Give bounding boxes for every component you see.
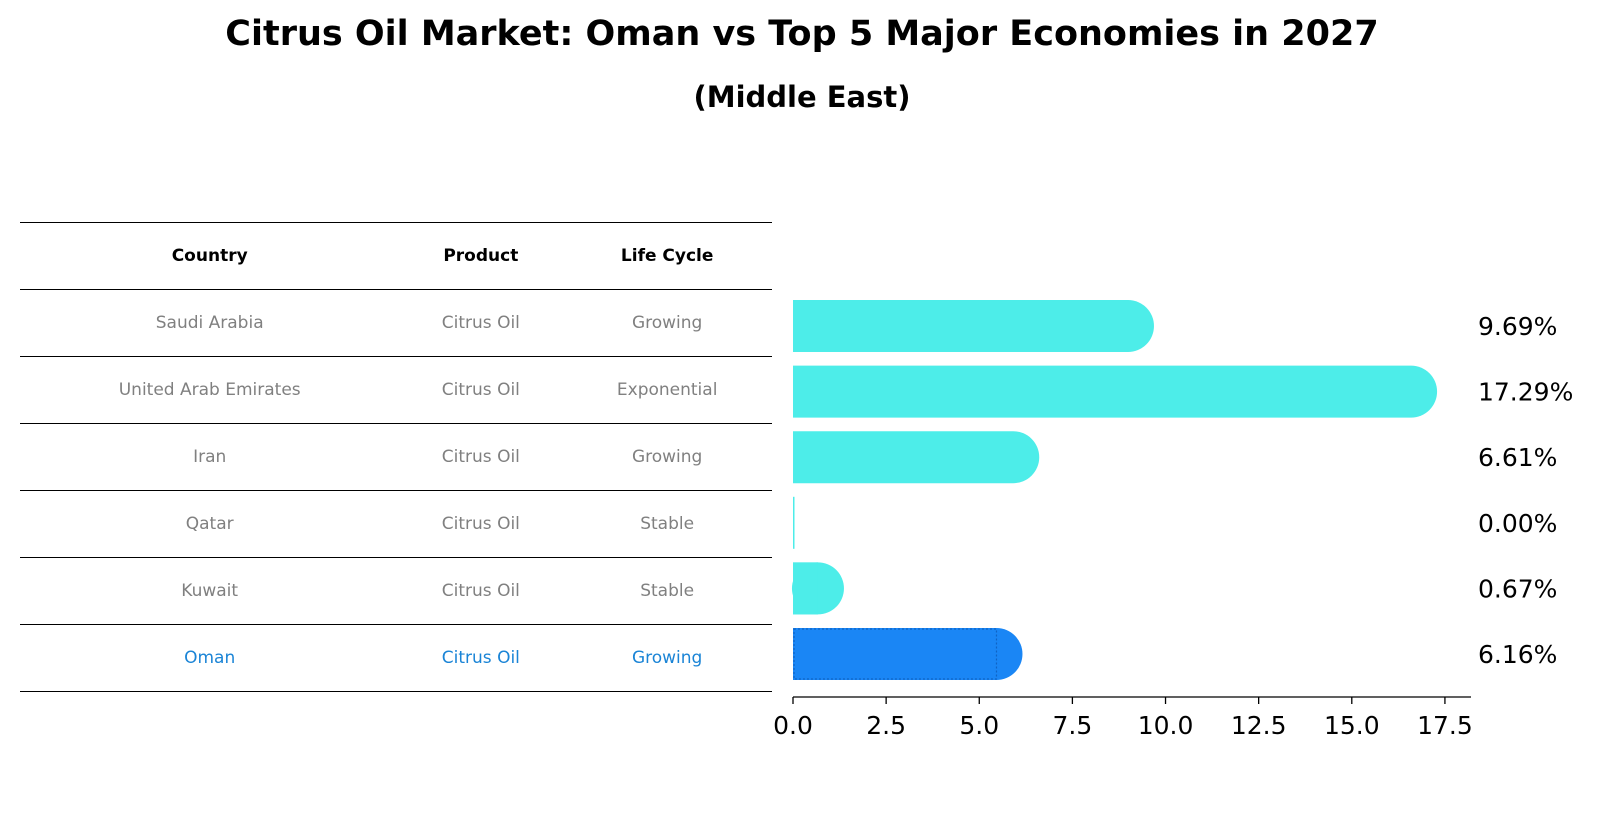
column-header-country: Country (20, 222, 400, 290)
table-cell-life-cycle: Growing (562, 289, 772, 357)
value-label: 0.67% (1478, 574, 1557, 603)
x-tick-label: 15.0 (1324, 711, 1380, 740)
table-cell-country: Saudi Arabia (20, 289, 400, 357)
table-row: Iran Citrus Oil Growing (20, 423, 772, 491)
bar-highlighted (793, 628, 1023, 680)
table-cell-life-cycle: Growing (562, 624, 772, 692)
value-label: 17.29% (1478, 378, 1573, 407)
table-cell-life-cycle: Stable (562, 490, 772, 558)
table-cell-country: United Arab Emirates (20, 356, 400, 424)
table-row: Qatar Citrus Oil Stable (20, 490, 772, 558)
column-header-product: Product (399, 222, 563, 290)
table-header-row: Country Product Life Cycle (20, 222, 772, 290)
table-cell-life-cycle: Stable (562, 557, 772, 625)
x-tick-label: 5.0 (959, 711, 999, 740)
bar (791, 562, 844, 615)
value-label: 0.00% (1478, 509, 1557, 538)
x-tick-label: 0.0 (773, 711, 813, 740)
bar (793, 365, 1438, 418)
chart-subtitle: (Middle East) (693, 80, 911, 114)
table-cell-country: Iran (20, 423, 400, 491)
bars-layer (791, 300, 1438, 680)
bar (793, 300, 1154, 352)
data-table: Country Product Life Cycle Saudi Arabia … (20, 222, 772, 692)
table-cell-country: Oman (20, 624, 400, 692)
table-cell-life-cycle: Exponential (562, 356, 772, 424)
chart-title: Citrus Oil Market: Oman vs Top 5 Major E… (225, 14, 1379, 54)
table-cell-life-cycle: Growing (562, 423, 772, 491)
value-label: 6.16% (1478, 640, 1557, 669)
table-cell-product: Citrus Oil (399, 356, 563, 424)
x-axis: 0.0 2.5 5.0 7.5 10.0 12.5 15.0 17.5 (773, 696, 1473, 740)
table-cell-product: Citrus Oil (399, 557, 563, 625)
value-labels-layer: 9.69% 17.29% 6.61% 0.00% 0.67% 6.16% (1478, 312, 1573, 669)
x-tick-label: 17.5 (1417, 711, 1473, 740)
column-header-life-cycle: Life Cycle (562, 222, 772, 290)
x-tick-label: 7.5 (1053, 711, 1093, 740)
table-cell-product: Citrus Oil (399, 490, 563, 558)
value-label: 9.69% (1478, 312, 1557, 341)
table-cell-product: Citrus Oil (399, 289, 563, 357)
table-row-highlighted: Oman Citrus Oil Growing (20, 624, 772, 692)
table-cell-country: Qatar (20, 490, 400, 558)
table-row: Saudi Arabia Citrus Oil Growing (20, 289, 772, 357)
bar (793, 496, 795, 549)
x-tick-label: 2.5 (866, 711, 906, 740)
table-row: United Arab Emirates Citrus Oil Exponent… (20, 356, 772, 424)
table-cell-country: Kuwait (20, 557, 400, 625)
table-cell-product: Citrus Oil (399, 624, 563, 692)
table-row: Kuwait Citrus Oil Stable (20, 557, 772, 625)
x-tick-label: 10.0 (1138, 711, 1194, 740)
bar (793, 431, 1040, 484)
data-table-container: Country Product Life Cycle Saudi Arabia … (20, 222, 772, 692)
x-tick-label: 12.5 (1231, 711, 1287, 740)
value-label: 6.61% (1478, 443, 1557, 472)
table-cell-product: Citrus Oil (399, 423, 563, 491)
